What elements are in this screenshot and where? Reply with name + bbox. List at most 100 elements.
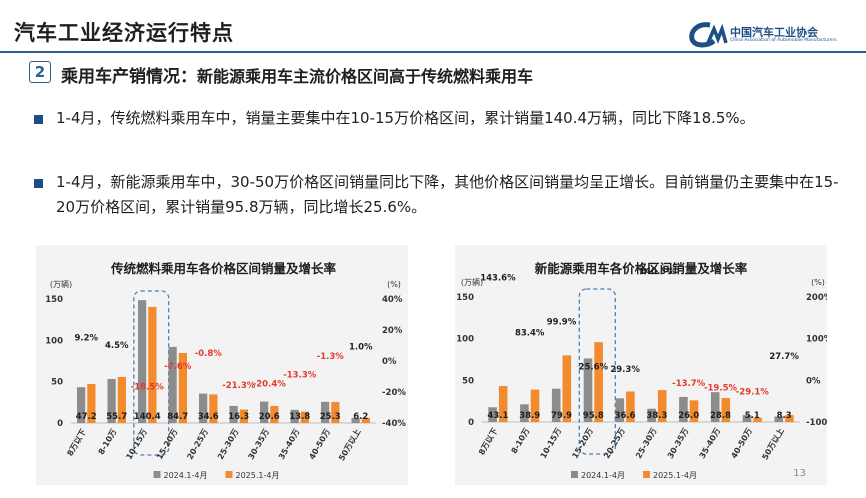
x-tick-label: 50万以上 [760, 426, 786, 461]
data-label: 34.6 [198, 412, 219, 422]
data-label: 43.1 [487, 411, 508, 421]
y-tick-label: 100 [456, 335, 474, 345]
x-tick-label: 40-50万 [729, 427, 754, 461]
data-label: 95.8 [583, 411, 604, 421]
bar-2025 [530, 389, 540, 422]
bar-2025 [178, 352, 187, 423]
section-title-lead: 乘用车产销情况： [61, 67, 197, 87]
bar-2024 [260, 401, 269, 423]
growth-label: -1.3% [317, 352, 345, 362]
bar-2024 [199, 393, 208, 423]
data-label: 5.1 [745, 411, 760, 421]
x-tick-label: 15-20万 [570, 427, 595, 461]
header-rule [0, 51, 866, 53]
highlight-box [578, 288, 616, 455]
legend-label-2025: 2025.1-4月 [236, 471, 280, 480]
legend-label-2025: 2025.1-4月 [653, 471, 697, 480]
x-tick-label: 20-25万 [602, 427, 627, 461]
bullet-2-text: 1-4月，新能源乘用车中，30-50万价格区间销量同比下降，其他价格区间销量均呈… [56, 173, 839, 216]
bar-2024 [710, 392, 720, 422]
x-tick-label: 10-15万 [539, 427, 564, 461]
bullet-1-text: 1-4月，传统燃料乘用车中，销量主要集中在10-15万价格区间，累计销量140.… [56, 109, 755, 127]
bar-2024 [615, 398, 625, 422]
data-label: 55.7 [106, 412, 127, 422]
growth-label: 83.4% [515, 329, 545, 339]
y2-tick-label: -20% [382, 388, 406, 398]
y2-tick-label: 100% [806, 335, 827, 345]
y-tick-label: 0 [468, 418, 474, 428]
x-tick-label: 35-40万 [277, 428, 302, 462]
growth-label: -18.5% [131, 383, 164, 393]
y-axis-label: (万辆) [50, 279, 72, 289]
chart-title: 传统燃料乘用车各价格区间销量及增长率 [110, 261, 337, 276]
y2-axis-label: (%) [387, 280, 401, 289]
growth-label: -21.3% [222, 381, 255, 391]
bar-2025 [753, 417, 762, 422]
x-tick-label: 15-20万 [155, 428, 180, 462]
growth-label: -29.1% [736, 387, 769, 397]
bar-2025 [721, 398, 731, 422]
legend-swatch-2024 [153, 471, 161, 478]
y-tick-label: 100 [45, 336, 63, 346]
bar-2025 [87, 383, 96, 423]
x-tick-label: 20-25万 [185, 428, 210, 462]
bullet-square-icon [34, 115, 43, 124]
y-axis-label: (万辆) [461, 277, 483, 287]
growth-label: -13.7% [672, 379, 705, 389]
data-label: 6.2 [353, 412, 368, 422]
growth-label: 140.5% [639, 267, 675, 277]
bar-2024 [321, 401, 330, 423]
data-label: 140.4 [134, 412, 161, 422]
data-label: 84.7 [167, 412, 188, 422]
growth-label: 25.6% [579, 363, 609, 373]
data-label: 38.9 [519, 411, 540, 421]
section-number: 2 [29, 61, 51, 83]
section-title-rest: 新能源乘用车主流价格区间高于传统燃料乘用车 [197, 67, 534, 86]
growth-label: 29.3% [610, 365, 640, 375]
data-label: 20.6 [259, 412, 280, 422]
bar-2024 [351, 417, 360, 423]
bar-2024 [168, 346, 177, 423]
y2-tick-label: -40% [382, 419, 406, 429]
y2-tick-label: 0% [806, 376, 821, 386]
y2-axis-label: (%) [811, 278, 825, 287]
y-tick-label: 150 [45, 295, 63, 305]
bar-2024 [77, 387, 86, 423]
y2-tick-label: 200% [806, 293, 827, 303]
chart-nev: 新能源乘用车各价格区间销量及增长率 (万辆) (%) 0 50 100 150 -100% 0%… [456, 261, 827, 480]
growth-label: 4.5% [105, 341, 129, 351]
bar-2024 [107, 378, 116, 423]
logo-name-en: China Association of Automobile Manufact… [730, 38, 837, 43]
bar-2025 [148, 306, 157, 423]
growth-label: 1.0% [349, 342, 373, 352]
x-tick-label: 40-50万 [307, 428, 332, 462]
bar-2024 [138, 300, 147, 423]
growth-label: -20.4% [253, 380, 286, 390]
y2-tick-label: 20% [382, 326, 403, 336]
data-label: 8.3 [777, 411, 792, 421]
bar-2024 [583, 358, 593, 422]
legend-label-2024: 2024.1-4月 [581, 471, 625, 480]
bar-2025 [562, 355, 572, 422]
bar-2024 [229, 405, 238, 423]
bar-2025 [626, 391, 635, 422]
legend-swatch-2025 [643, 471, 650, 478]
x-tick-label: 50万以上 [336, 427, 362, 462]
bullet-1: 1-4月，传统燃料乘用车中，销量主要集中在10-15万价格区间，累计销量140.… [34, 106, 846, 131]
y2-tick-label: -100% [806, 418, 827, 428]
bar-2025 [785, 415, 794, 422]
x-tick-label: 10-15万 [124, 428, 149, 462]
growth-label: -19.5% [704, 383, 737, 393]
x-tick-label: 8万以下 [477, 427, 500, 457]
bar-2025 [300, 411, 309, 423]
y2-tick-label: 40% [382, 295, 403, 305]
chart-panel-ice: 传统燃料乘用车各价格区间销量及增长率 (万辆) (%) 0 50 100 150 -40% -2… [36, 245, 408, 485]
y-tick-label: 50 [51, 378, 63, 388]
bar-2025 [657, 390, 667, 422]
bar-2025 [239, 409, 248, 423]
caam-logo: 中国汽车工业协会 China Association of Automobile… [688, 21, 848, 49]
bar-2024 [742, 415, 752, 422]
y2-tick-label: 0% [382, 357, 397, 367]
section-title: 乘用车产销情况：新能源乘用车主流价格区间高于传统燃料乘用车 [61, 62, 533, 87]
data-label: 13.8 [289, 412, 310, 422]
